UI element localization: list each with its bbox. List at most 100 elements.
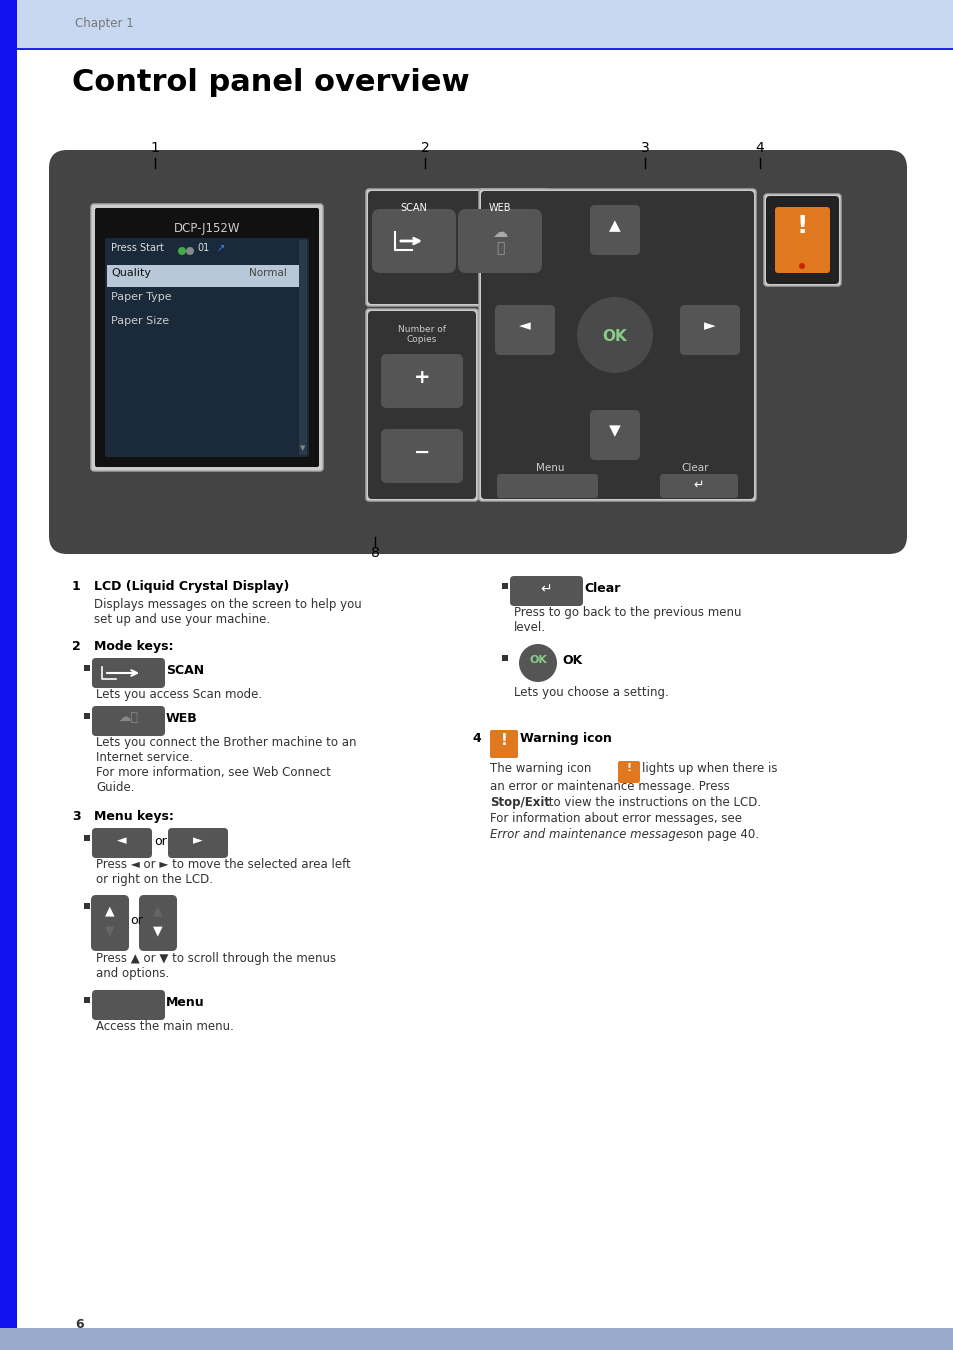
FancyBboxPatch shape — [589, 205, 639, 255]
Bar — [501, 655, 507, 662]
Text: Press ▲ or ▼ to scroll through the menus
and options.: Press ▲ or ▼ to scroll through the menus… — [96, 952, 335, 980]
Text: ▲: ▲ — [153, 904, 163, 917]
Bar — [107, 240, 307, 262]
Text: Lets you connect the Brother machine to an
Internet service.
For more informatio: Lets you connect the Brother machine to … — [96, 736, 356, 794]
Text: or: or — [130, 914, 143, 927]
Text: or: or — [153, 836, 167, 848]
FancyBboxPatch shape — [495, 305, 555, 355]
Text: Menu: Menu — [536, 463, 563, 472]
FancyBboxPatch shape — [490, 730, 517, 757]
Text: The warning icon: The warning icon — [490, 761, 591, 775]
Text: to view the instructions on the LCD.: to view the instructions on the LCD. — [544, 796, 760, 809]
Text: For information about error messages, see: For information about error messages, se… — [490, 811, 741, 825]
FancyBboxPatch shape — [91, 204, 323, 471]
FancyBboxPatch shape — [774, 207, 829, 273]
Text: ↵: ↵ — [539, 582, 551, 595]
Text: 8: 8 — [370, 545, 379, 560]
FancyBboxPatch shape — [49, 150, 906, 554]
Text: WEB: WEB — [488, 202, 511, 213]
Text: OK: OK — [602, 329, 627, 344]
FancyBboxPatch shape — [91, 657, 165, 688]
Text: SCAN: SCAN — [400, 202, 427, 213]
Text: WEB: WEB — [166, 711, 197, 725]
Text: Error and maintenance messages: Error and maintenance messages — [490, 828, 688, 841]
FancyBboxPatch shape — [510, 576, 582, 606]
Text: DCP-J152W: DCP-J152W — [173, 221, 240, 235]
Text: 3: 3 — [71, 810, 81, 824]
Text: ▼: ▼ — [153, 923, 163, 937]
FancyBboxPatch shape — [659, 474, 738, 498]
Circle shape — [577, 297, 652, 373]
Text: +: + — [414, 369, 430, 387]
FancyBboxPatch shape — [368, 310, 476, 500]
Text: an error or maintenance message. Press: an error or maintenance message. Press — [490, 780, 729, 792]
FancyBboxPatch shape — [368, 190, 545, 304]
FancyBboxPatch shape — [91, 895, 129, 950]
Text: ↵: ↵ — [693, 479, 703, 491]
Bar — [0, 1328, 953, 1350]
Text: Number of
Copies: Number of Copies — [397, 325, 446, 344]
FancyBboxPatch shape — [91, 706, 165, 736]
FancyBboxPatch shape — [380, 429, 462, 483]
FancyBboxPatch shape — [497, 474, 598, 498]
Text: 4: 4 — [755, 140, 763, 155]
Text: ▼: ▼ — [105, 923, 114, 937]
Text: ►: ► — [703, 319, 715, 333]
Text: ▲: ▲ — [608, 217, 620, 234]
Bar — [84, 713, 90, 720]
Text: ▼: ▼ — [300, 446, 305, 451]
FancyBboxPatch shape — [618, 761, 639, 783]
Bar — [107, 265, 298, 288]
Bar — [84, 836, 90, 841]
Circle shape — [178, 247, 186, 255]
FancyBboxPatch shape — [380, 354, 462, 408]
Text: LCD (Liquid Crystal Display): LCD (Liquid Crystal Display) — [94, 580, 289, 593]
Text: ▼: ▼ — [608, 423, 620, 437]
Bar — [84, 903, 90, 909]
Circle shape — [518, 644, 557, 682]
Text: Paper Size: Paper Size — [111, 316, 169, 325]
Text: 01: 01 — [196, 243, 209, 252]
Text: Lets you access Scan mode.: Lets you access Scan mode. — [96, 688, 262, 701]
FancyBboxPatch shape — [168, 828, 228, 859]
Bar — [501, 583, 507, 589]
FancyBboxPatch shape — [95, 208, 318, 467]
Text: 1: 1 — [151, 140, 159, 155]
Text: on page 40.: on page 40. — [684, 828, 759, 841]
Text: ►: ► — [193, 834, 203, 846]
FancyBboxPatch shape — [366, 189, 547, 306]
Circle shape — [564, 285, 664, 385]
Bar — [17, 49, 953, 50]
FancyBboxPatch shape — [457, 209, 541, 273]
Text: lights up when there is: lights up when there is — [641, 761, 777, 775]
Text: Access the main menu.: Access the main menu. — [96, 1021, 233, 1033]
Bar — [0, 0, 953, 49]
FancyBboxPatch shape — [366, 309, 477, 501]
Text: !: ! — [796, 215, 807, 238]
Text: Control panel overview: Control panel overview — [71, 68, 469, 97]
Bar — [298, 240, 307, 455]
FancyBboxPatch shape — [589, 410, 639, 460]
Text: Press ◄ or ► to move the selected area left
or right on the LCD.: Press ◄ or ► to move the selected area l… — [96, 859, 351, 886]
Text: !: ! — [626, 763, 631, 774]
FancyBboxPatch shape — [91, 990, 165, 1021]
Text: OK: OK — [561, 653, 581, 667]
Text: 1: 1 — [71, 580, 81, 593]
Text: Normal: Normal — [249, 269, 287, 278]
Text: 2: 2 — [420, 140, 429, 155]
Text: Warning icon: Warning icon — [519, 732, 611, 745]
Text: Lets you choose a setting.: Lets you choose a setting. — [514, 686, 668, 699]
Text: Chapter 1: Chapter 1 — [75, 18, 133, 30]
Text: Mode keys:: Mode keys: — [94, 640, 173, 653]
Circle shape — [186, 247, 193, 255]
Text: Clear: Clear — [680, 463, 708, 472]
Bar — [0, 0, 17, 1350]
Text: Menu: Menu — [166, 996, 204, 1008]
Text: ◄: ◄ — [117, 834, 127, 846]
Text: OK: OK — [529, 655, 546, 666]
Text: !: ! — [500, 733, 507, 748]
Text: Press to go back to the previous menu
level.: Press to go back to the previous menu le… — [514, 606, 740, 634]
Text: ☁⎙: ☁⎙ — [118, 711, 138, 724]
Text: SCAN: SCAN — [166, 664, 204, 676]
Text: Clear: Clear — [583, 582, 619, 595]
